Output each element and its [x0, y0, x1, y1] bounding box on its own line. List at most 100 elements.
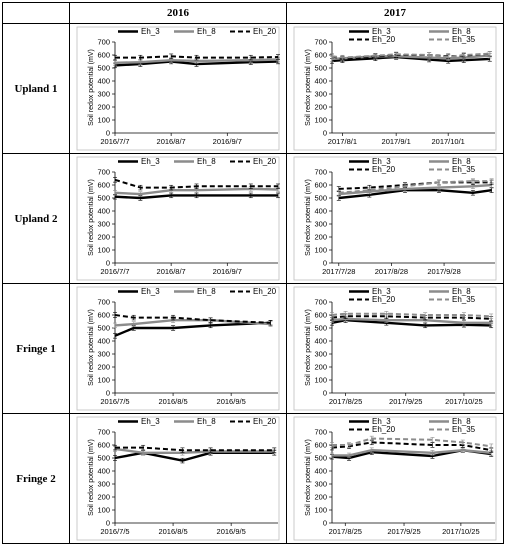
legend-label: Eh_20 — [253, 287, 277, 296]
header-2016: 2016 — [69, 2, 287, 24]
y-tick-label: 600 — [314, 311, 327, 320]
chart-frame — [76, 286, 280, 411]
legend-label: Eh_3 — [372, 27, 391, 36]
y-tick-label: 0 — [323, 129, 327, 138]
y-axis-label: Soil redox potential (mV) — [305, 309, 312, 386]
y-tick-label: 300 — [97, 90, 110, 99]
x-tick-label: 2017/8/28 — [375, 267, 408, 276]
series-line-eh3 — [331, 319, 492, 327]
x-tick-label: 2017/9/25 — [387, 527, 420, 536]
y-tick-label: 200 — [97, 103, 110, 112]
x-tick-label: 2016/7/5 — [100, 397, 129, 406]
legend-label: Eh_8 — [452, 417, 471, 426]
y-tick-label: 300 — [314, 350, 327, 359]
y-tick-label: 500 — [314, 64, 327, 73]
y-tick-label: 400 — [314, 207, 327, 216]
row-label-upland1: Upland 1 — [2, 23, 70, 154]
y-tick-label: 100 — [97, 506, 110, 515]
y-tick-label: 700 — [314, 168, 327, 177]
y-tick-label: 400 — [97, 467, 110, 476]
y-tick-label: 500 — [314, 324, 327, 333]
y-tick-label: 600 — [314, 441, 327, 450]
y-tick-label: 400 — [97, 207, 110, 216]
legend-label: Eh_20 — [372, 425, 396, 434]
y-tick-label: 0 — [106, 389, 110, 398]
y-axis-label: Soil redox potential (mV) — [88, 309, 95, 386]
legend-label: Eh_3 — [372, 417, 391, 426]
x-tick-label: 2016/8/5 — [158, 397, 187, 406]
y-tick-label: 500 — [97, 324, 110, 333]
y-tick-label: 700 — [97, 38, 110, 47]
x-tick-label: 2017/8/1 — [328, 137, 357, 146]
chart-frame — [293, 286, 497, 411]
chart-frame — [293, 26, 497, 151]
y-tick-label: 0 — [106, 129, 110, 138]
series-line-eh3 — [114, 451, 275, 462]
x-tick-label: 2017/9/25 — [389, 397, 422, 406]
y-tick-label: 600 — [314, 51, 327, 60]
x-tick-label: 2017/10/1 — [431, 137, 464, 146]
series-line-eh20 — [331, 441, 492, 452]
legend-label: Eh_35 — [452, 165, 476, 174]
y-tick-label: 0 — [323, 389, 327, 398]
series-line-eh35 — [338, 180, 492, 194]
corner-cell — [2, 2, 70, 24]
y-tick-label: 400 — [97, 77, 110, 86]
panel-upland2-2017: 0 100 200 300 400 500 600 700 Soil redox potenti… — [286, 153, 504, 284]
y-tick-label: 500 — [97, 194, 110, 203]
panel-fringe1-2016: 0 100 200 300 400 500 600 700 Soil redox potenti… — [69, 283, 287, 414]
x-tick-label: 2017/7/28 — [322, 267, 355, 276]
y-tick-label: 300 — [314, 90, 327, 99]
series-line-eh35 — [331, 52, 490, 59]
y-tick-label: 300 — [314, 480, 327, 489]
x-tick-label: 2016/8/5 — [158, 527, 187, 536]
y-tick-label: 300 — [314, 220, 327, 229]
y-tick-label: 300 — [97, 480, 110, 489]
series-line-eh8 — [114, 58, 279, 64]
y-tick-label: 0 — [323, 519, 327, 528]
panel-upland1-2017: 0 100 200 300 400 500 600 700 Soil redox potenti… — [286, 23, 504, 154]
header-2017: 2017 — [286, 2, 504, 24]
y-tick-label: 100 — [314, 506, 327, 515]
y-tick-label: 200 — [314, 493, 327, 502]
row-label-fringe1: Fringe 1 — [2, 283, 70, 414]
y-tick-label: 600 — [314, 181, 327, 190]
legend-label: Eh_8 — [197, 287, 216, 296]
x-tick-label: 2017/9/1 — [382, 137, 411, 146]
y-axis-label: Soil redox potential (mV) — [88, 49, 95, 126]
y-tick-label: 700 — [97, 298, 110, 307]
y-tick-label: 100 — [314, 246, 327, 255]
figure-table: 2016 2017 Upland 1 0 100 200 300 400 500 600 70… — [2, 2, 504, 544]
y-axis-label: Soil redox potential (mV) — [88, 179, 95, 256]
panel-fringe1-2017: 0 100 200 300 400 500 600 700 Soil redox potenti… — [286, 283, 504, 414]
legend-label: Eh_35 — [452, 35, 476, 44]
legend-label: Eh_8 — [197, 27, 216, 36]
legend-label: Eh_8 — [452, 157, 471, 166]
y-tick-label: 700 — [314, 38, 327, 47]
series-line-eh3 — [114, 60, 279, 67]
y-tick-label: 200 — [97, 233, 110, 242]
x-tick-label: 2016/9/7 — [213, 267, 242, 276]
series-line-eh35 — [331, 312, 492, 318]
x-tick-label: 2016/8/7 — [157, 267, 186, 276]
legend-label: Eh_20 — [253, 27, 277, 36]
chart-frame — [76, 26, 280, 151]
y-tick-label: 100 — [314, 116, 327, 125]
y-tick-label: 100 — [97, 116, 110, 125]
series-line-eh8 — [114, 447, 275, 454]
y-tick-label: 100 — [314, 376, 327, 385]
legend-label: Eh_8 — [452, 287, 471, 296]
y-tick-label: 400 — [314, 467, 327, 476]
y-tick-label: 600 — [97, 441, 110, 450]
series-line-eh3 — [338, 189, 492, 200]
x-tick-label: 2017/8/25 — [329, 397, 362, 406]
legend-label: Eh_20 — [372, 295, 396, 304]
y-tick-label: 200 — [97, 363, 110, 372]
y-tick-label: 0 — [106, 519, 110, 528]
series-line-eh8 — [114, 187, 279, 196]
